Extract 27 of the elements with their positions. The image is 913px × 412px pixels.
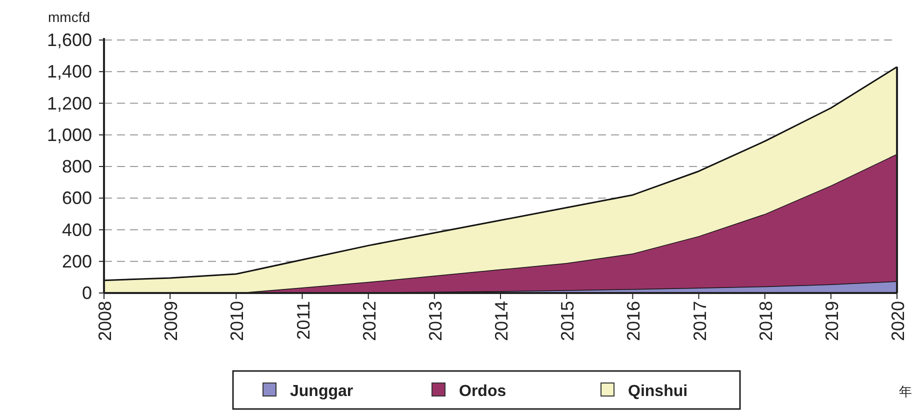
x-tick-label: 2017 (690, 301, 710, 342)
y-tick-label: 400 (62, 220, 92, 240)
legend-label: Ordos (459, 383, 506, 400)
x-tick-label: 2016 (624, 301, 644, 342)
y-tick-label: 1,400 (46, 62, 92, 82)
y-tick-label: 1,000 (46, 124, 92, 145)
x-tick-label: 2018 (756, 301, 776, 342)
y-tick-label: 600 (62, 188, 92, 208)
x-tick-label: 2008 (95, 301, 115, 342)
x-tick-label: 2014 (492, 301, 512, 342)
x-axis-title: 年 (899, 384, 912, 399)
y-tick-label: 800 (62, 156, 92, 176)
y-axis-title: mmcfd (48, 9, 90, 25)
x-tick-label: 2009 (161, 301, 182, 342)
legend-label: Qinshui (628, 383, 688, 400)
x-tick-label: 2011 (293, 301, 314, 340)
y-tick-label: 200 (62, 251, 92, 272)
y-tick-label: 1,200 (46, 93, 92, 114)
y-tick-label: 0 (82, 283, 92, 303)
x-tick-label: 2013 (425, 301, 446, 342)
legend-label: Junggar (290, 383, 354, 400)
x-tick-label: 2015 (558, 301, 578, 342)
x-tick-label: 2020 (888, 301, 908, 342)
x-tick-label: 2010 (227, 301, 248, 342)
x-tick-label: 2019 (822, 301, 842, 342)
y-tick-label: 1,600 (46, 30, 92, 50)
x-tick-label: 2012 (359, 301, 380, 342)
